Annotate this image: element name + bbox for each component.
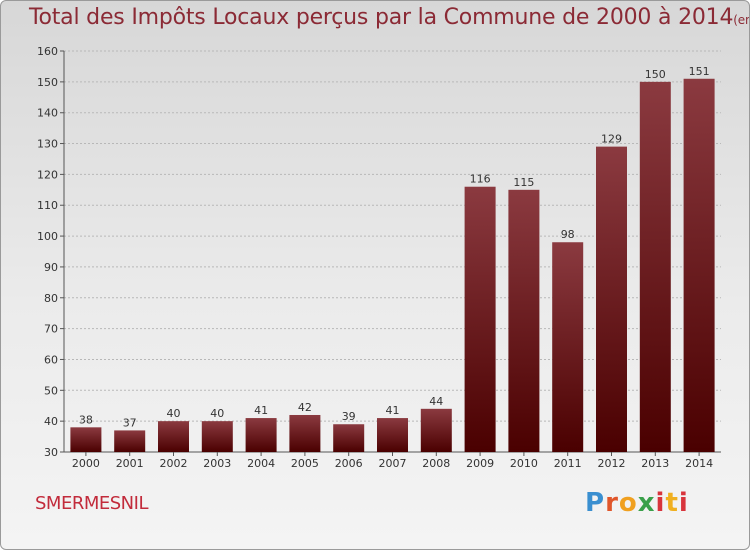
x-tick-label: 2008 bbox=[422, 457, 450, 470]
labels: 30 40 50 60 70 80 90 100 110 120 130 140 150 160 38 200… bbox=[37, 45, 713, 470]
y-tick-label: 60 bbox=[44, 353, 58, 366]
value-label: 116 bbox=[470, 173, 491, 186]
commune-name: SMERMESNIL bbox=[35, 493, 148, 514]
y-tick-label: 140 bbox=[37, 107, 58, 120]
bar-2009 bbox=[464, 186, 496, 452]
bar-2001 bbox=[114, 430, 146, 452]
value-label: 37 bbox=[123, 416, 137, 429]
bar-2006 bbox=[333, 424, 365, 452]
bar-2010 bbox=[508, 189, 540, 453]
x-tick-label: 2002 bbox=[160, 457, 188, 470]
value-label: 115 bbox=[513, 176, 534, 189]
x-tick-label: 2012 bbox=[598, 457, 626, 470]
bar-2008 bbox=[420, 408, 452, 452]
bar-2005 bbox=[289, 414, 321, 452]
bar-2003 bbox=[201, 421, 233, 452]
chart-title: Total des Impôts Locaux perçus par la Co… bbox=[29, 5, 749, 30]
x-tick-label: 2009 bbox=[466, 457, 494, 470]
y-tick-label: 80 bbox=[44, 292, 58, 305]
x-tick-label: 2011 bbox=[554, 457, 582, 470]
value-label: 38 bbox=[79, 413, 93, 426]
x-tick-label: 2003 bbox=[203, 457, 231, 470]
bar-2004 bbox=[245, 418, 277, 452]
x-tick-label: 2005 bbox=[291, 457, 319, 470]
y-tick-label: 30 bbox=[44, 446, 58, 459]
value-label: 98 bbox=[561, 228, 575, 241]
y-tick-label: 90 bbox=[44, 261, 58, 274]
value-label: 40 bbox=[167, 407, 181, 420]
value-label: 150 bbox=[645, 68, 666, 81]
x-tick-label: 2001 bbox=[116, 457, 144, 470]
y-tick-label: 150 bbox=[37, 76, 58, 89]
x-tick-label: 2006 bbox=[335, 457, 363, 470]
value-label: 129 bbox=[601, 133, 622, 146]
bar-2013 bbox=[639, 81, 671, 452]
x-tick-label: 2007 bbox=[379, 457, 407, 470]
value-label: 151 bbox=[689, 65, 710, 78]
proxiti-logo[interactable]: Proxiti bbox=[585, 488, 689, 518]
x-tick-label: 2004 bbox=[247, 457, 275, 470]
bar-2012 bbox=[596, 146, 627, 452]
x-tick-label: 2000 bbox=[72, 457, 100, 470]
chart-title-text: Total des Impôts Locaux perçus par la Co… bbox=[29, 5, 734, 30]
value-label: 39 bbox=[342, 410, 356, 423]
y-tick-label: 110 bbox=[37, 199, 58, 212]
unit-label: (en milliers d'€) bbox=[733, 13, 749, 27]
value-label: 40 bbox=[210, 407, 224, 420]
value-label: 42 bbox=[298, 401, 312, 414]
x-tick-label: 2014 bbox=[685, 457, 713, 470]
y-tick-label: 130 bbox=[37, 138, 58, 151]
bar-2011 bbox=[552, 242, 584, 452]
x-tick-label: 2013 bbox=[641, 457, 669, 470]
value-label: 41 bbox=[254, 404, 268, 417]
y-tick-label: 160 bbox=[37, 45, 58, 58]
y-tick-label: 120 bbox=[37, 168, 58, 181]
bar-2000 bbox=[70, 427, 102, 452]
y-tick-label: 100 bbox=[37, 230, 58, 243]
bars bbox=[70, 78, 715, 453]
x-tick-label: 2010 bbox=[510, 457, 538, 470]
value-label: 41 bbox=[386, 404, 400, 417]
bar-2002 bbox=[158, 421, 189, 452]
y-tick-label: 70 bbox=[44, 323, 58, 336]
y-tick-label: 40 bbox=[44, 415, 58, 428]
y-tick-label: 50 bbox=[44, 384, 58, 397]
bar-2014 bbox=[683, 78, 715, 452]
value-label: 44 bbox=[429, 395, 443, 408]
bar-2007 bbox=[377, 418, 408, 452]
